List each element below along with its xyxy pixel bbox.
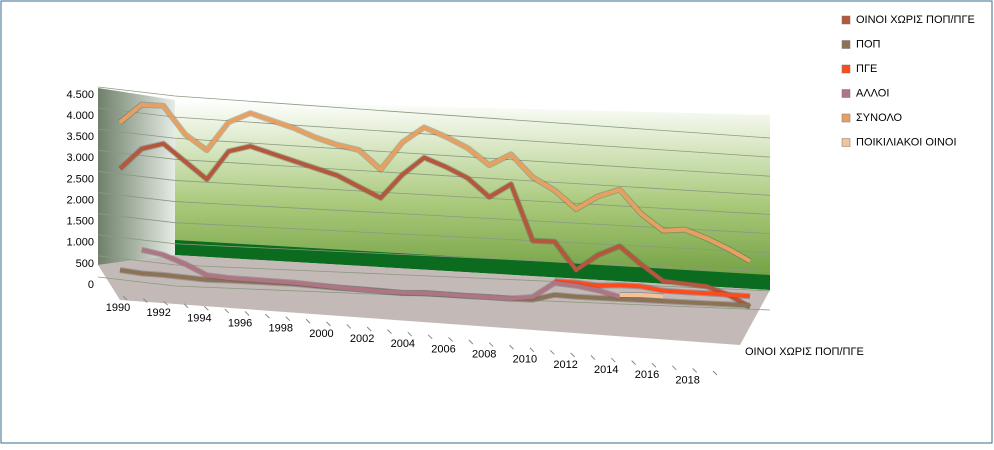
- series-line: [118, 141, 751, 309]
- legend-label: ΟΙΝΟΙ ΧΩΡΙΣ ΠΟΠ/ΠΓΕ: [856, 14, 975, 26]
- x-tick-label: 2008: [472, 348, 496, 360]
- x-tick: [529, 347, 535, 353]
- x-tick-label: 2010: [513, 354, 537, 366]
- grid-line: [97, 192, 771, 234]
- x-tick-label: 2014: [594, 364, 618, 376]
- grid-line: [97, 276, 771, 311]
- grid-line: [97, 128, 771, 177]
- x-tick-label: 2000: [309, 328, 333, 340]
- x-tick: [122, 295, 128, 301]
- legend-swatch: [841, 89, 851, 98]
- series-line: [619, 292, 664, 299]
- y-tick-label: 2.500: [66, 173, 94, 185]
- x-tick: [183, 303, 189, 309]
- x-tick: [488, 342, 494, 347]
- x-tick: [671, 365, 677, 371]
- legend-label: ΑΛΛΟΙ: [856, 87, 889, 99]
- x-tick-label: 2004: [391, 338, 415, 350]
- x-tick: [163, 300, 169, 306]
- x-tick: [712, 370, 718, 376]
- floor: [98, 255, 770, 345]
- x-tick-label: 2006: [431, 343, 455, 355]
- x-tick-label: 1998: [269, 323, 293, 335]
- depth-label: ΟΙΝΟΙ ΧΩΡΙΣ ΠΟΠ/ΠΓΕ: [745, 346, 864, 358]
- legend-label: ΠΟΠ: [856, 38, 881, 50]
- x-tick: [590, 355, 596, 360]
- x-tick: [265, 313, 270, 319]
- y-tick-label: 500: [76, 258, 94, 270]
- x-tick: [549, 349, 555, 355]
- y-tick-label: 0: [88, 279, 94, 291]
- x-tick-label: 1994: [187, 312, 211, 324]
- series-line: [141, 247, 621, 301]
- y-tick-label: 1.500: [66, 216, 94, 228]
- y-tick-label: 4.000: [66, 110, 94, 122]
- legend-swatch: [841, 15, 851, 25]
- y-tick-label: 3.000: [66, 152, 94, 164]
- series-line: [554, 279, 751, 299]
- x-tick: [427, 334, 433, 340]
- x-tick: [610, 357, 616, 363]
- x-tick-label: 2018: [675, 374, 699, 386]
- x-tick: [204, 305, 209, 311]
- y-tick-label: 3.500: [66, 131, 94, 143]
- legend-label: ΠΓΕ: [856, 63, 877, 75]
- x-tick: [305, 318, 311, 324]
- x-tick: [346, 324, 352, 329]
- y-tick-label: 2.000: [66, 194, 94, 206]
- x-tick-label: 1996: [228, 317, 252, 329]
- grid-line: [97, 213, 771, 254]
- grid-line: [97, 149, 771, 196]
- series-line: [118, 102, 751, 263]
- legend-swatch: [841, 138, 851, 147]
- grid-line: [97, 86, 771, 139]
- x-tick: [407, 331, 413, 337]
- grid-line: [97, 107, 771, 158]
- x-tick-label: 2012: [553, 359, 577, 371]
- x-tick-label: 2002: [350, 333, 374, 345]
- x-tick-label: 2016: [635, 369, 659, 381]
- x-tick: [631, 360, 636, 366]
- x-tick: [468, 339, 474, 345]
- y-tick-label: 1.000: [66, 237, 94, 249]
- x-tick: [570, 352, 575, 358]
- x-tick: [326, 321, 331, 327]
- x-tick: [509, 344, 514, 350]
- x-tick: [366, 326, 372, 332]
- legend-label: ΣΥΝΟΛΟ: [856, 112, 903, 124]
- x-tick: [224, 308, 230, 314]
- legend-swatch: [841, 113, 851, 123]
- x-tick: [448, 337, 453, 342]
- x-tick-label: 1992: [146, 307, 170, 319]
- wall-base: [175, 240, 770, 290]
- y-tick-label: 4.500: [66, 89, 94, 101]
- x-tick-label: 1990: [106, 302, 130, 314]
- x-tick: [142, 298, 148, 303]
- x-tick: [692, 368, 698, 373]
- x-tick: [651, 362, 657, 368]
- side-wall: [98, 88, 175, 265]
- legend-swatch: [841, 40, 851, 49]
- legend-swatch: [841, 64, 851, 74]
- x-tick: [285, 316, 291, 322]
- x-tick: [387, 329, 392, 334]
- x-tick: [244, 311, 250, 316]
- legend-label: ΠΟΙΚΙΛΙΑΚΟΙ ΟΙΝΟΙ: [856, 136, 957, 148]
